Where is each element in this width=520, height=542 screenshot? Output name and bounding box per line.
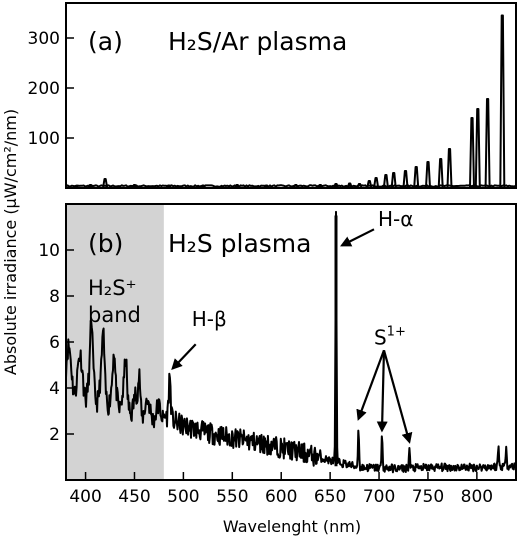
band-label-formula: H₂S⁺ — [88, 276, 137, 300]
emission-peak — [263, 184, 270, 189]
x-tick-label: 400 — [69, 487, 101, 507]
panel-a: 100 200 300 (a) H₂S/Ar plasma — [28, 2, 517, 189]
y-tick-label: 10 — [38, 241, 60, 261]
x-tick-label: 500 — [167, 487, 199, 507]
s-ion-label: S1+ — [374, 324, 406, 349]
h-beta-label: H-β — [192, 307, 227, 331]
emission-peak — [200, 184, 206, 189]
y-tick-label: 2 — [49, 425, 60, 445]
emission-peak — [234, 184, 241, 188]
s-ion-arrow — [382, 350, 413, 444]
x-tick-label: 600 — [265, 487, 297, 507]
h2s-plus-band-region — [66, 204, 164, 480]
x-tick-label: 650 — [314, 487, 346, 507]
emission-peak — [356, 183, 363, 188]
emission-peak — [382, 174, 389, 188]
emission-peak — [390, 172, 397, 188]
emission-peak — [469, 117, 475, 188]
emission-peak — [437, 158, 444, 188]
emission-peak — [131, 184, 138, 188]
panel-a-baseline — [65, 184, 516, 188]
y-axis-label: Absolute irradiance (μW/cm²/nm) — [1, 109, 20, 375]
panel-a-trace — [65, 14, 516, 189]
y-tick-label: 6 — [49, 333, 60, 353]
panel-b-title: H₂S plasma — [168, 229, 311, 258]
s-ion-arrow — [376, 350, 388, 433]
emission-peak — [446, 148, 453, 188]
emission-peak — [484, 98, 491, 188]
x-tick-label: 700 — [363, 487, 395, 507]
x-tick-label: 450 — [118, 487, 150, 507]
emission-peak — [366, 180, 373, 188]
h-alpha-label: H-α — [378, 207, 413, 231]
band-label-word: band — [88, 303, 141, 327]
emission-peak — [293, 184, 299, 188]
emission-peak — [333, 183, 339, 188]
panel-b-x-ticks: 400 450 500 550 600 650 700 750 800 — [69, 472, 493, 507]
emission-peak — [73, 185, 79, 189]
emission-peak — [317, 184, 324, 188]
emission-peak — [346, 182, 353, 188]
panel-b-spectrum — [65, 210, 517, 474]
y-tick-label: 100 — [28, 129, 60, 149]
emission-peak — [373, 177, 380, 188]
y-tick-label: 300 — [28, 29, 60, 49]
panel-a-title: H₂S/Ar plasma — [168, 27, 347, 56]
y-tick-label: 4 — [49, 379, 60, 399]
h-alpha-arrow — [340, 228, 375, 247]
emission-peak — [499, 14, 506, 188]
x-axis-label: Wavelenght (nm) — [223, 517, 361, 536]
y-tick-label: 8 — [49, 287, 60, 307]
x-tick-label: 800 — [461, 487, 493, 507]
x-tick-label: 750 — [412, 487, 444, 507]
emission-peak — [474, 108, 481, 188]
emission-peak — [413, 166, 420, 188]
x-tick-label: 550 — [216, 487, 248, 507]
h-beta-arrow — [171, 343, 197, 371]
emission-peak — [165, 184, 172, 189]
panel-a-label: (a) — [88, 27, 123, 56]
panel-a-frame — [65, 2, 517, 189]
panel-b-y-ticks: 2 4 6 8 10 — [38, 241, 74, 445]
panel-a-y-ticks: 100 200 300 — [28, 29, 74, 149]
emission-peak — [102, 178, 109, 188]
panel-b-trace — [65, 210, 517, 474]
panel-b-annotations: H-α H-β S1+ — [171, 207, 413, 444]
panel-b: 2 4 6 8 10 400 450 500 550 600 650 700 750 800 (b) H… — [38, 203, 517, 507]
s-ion-arrow — [356, 349, 386, 421]
emission-peak — [402, 170, 409, 188]
panel-b-label: (b) — [88, 229, 123, 258]
y-tick-label: 200 — [28, 79, 60, 99]
emission-peak — [425, 161, 431, 188]
emission-peak — [87, 184, 94, 188]
